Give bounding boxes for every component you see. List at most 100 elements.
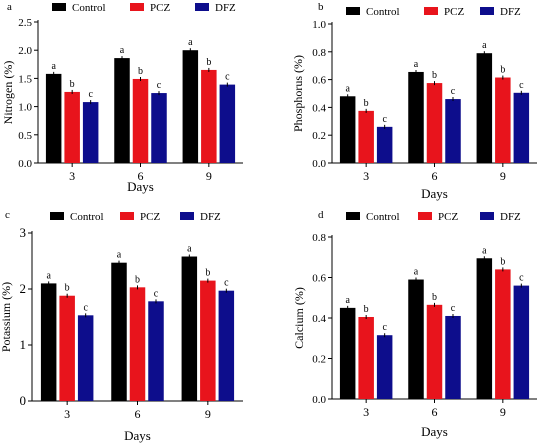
bar-dfz-day6 <box>445 99 461 163</box>
legend-swatch-dfz <box>480 212 494 220</box>
y-tick-label: 2.0 <box>18 45 32 57</box>
significance-letter: b <box>432 292 437 303</box>
significance-letter: c <box>224 278 229 289</box>
x-tick-label: 3 <box>64 407 70 421</box>
x-axis-title: Days <box>127 179 154 194</box>
panel-label: b <box>318 1 324 13</box>
bar-pcz-day6 <box>129 287 146 401</box>
panel-b: b Control PCZ DFZ 0.0 0.2 0.4 0.6 0.8 1.0 a b c 3 a b c 6… <box>291 1 537 201</box>
bar-pcz-day9 <box>495 77 511 163</box>
significance-letter: b <box>65 283 70 294</box>
y-tick-label: 0.4 <box>312 102 326 114</box>
bar-pcz-day3 <box>59 295 75 401</box>
significance-letter: a <box>188 37 193 48</box>
significance-letter: b <box>135 274 140 285</box>
bar-pcz-day9 <box>200 280 216 401</box>
y-tick-label: 2 <box>20 281 27 296</box>
x-tick-label: 9 <box>500 169 506 183</box>
bar-control-day9 <box>181 256 198 401</box>
significance-letter: a <box>482 245 487 256</box>
y-tick-label: 1 <box>20 337 27 352</box>
y-tick-label: 0.5 <box>18 130 32 142</box>
y-tick-label: 3 <box>20 225 27 240</box>
bar-control-day6 <box>111 262 127 401</box>
panel-d: d Control PCZ DFZ 0.0 0.2 0.4 0.6 0.8 a b c 3 a b c 6 a b c… <box>292 209 537 439</box>
legend-label-pcz: PCZ <box>140 211 160 223</box>
y-tick-label: 0.8 <box>312 232 326 244</box>
legend-label-dfz: DFZ <box>200 211 221 223</box>
legend-swatch-pcz <box>120 212 134 220</box>
bar-control-day6 <box>114 58 130 163</box>
significance-letter: c <box>225 72 230 83</box>
x-tick-label: 6 <box>135 407 141 421</box>
bar-control-day3 <box>45 73 62 163</box>
significance-letter: b <box>70 79 75 90</box>
significance-letter: a <box>345 295 350 306</box>
x-tick-label: 3 <box>363 169 369 183</box>
bar-control-day3 <box>339 96 356 163</box>
x-tick-label: 9 <box>206 169 212 183</box>
x-tick-label: 3 <box>69 169 75 183</box>
significance-letter: c <box>157 80 162 91</box>
bar-control-day3 <box>339 307 356 399</box>
x-tick-label: 6 <box>432 405 438 419</box>
significance-letter: c <box>154 288 159 299</box>
significance-letter: c <box>382 114 387 125</box>
significance-letter: c <box>382 322 387 333</box>
significance-letter: b <box>206 57 211 68</box>
legend-label-control: Control <box>72 2 106 14</box>
y-axis-title: Nitrogen (%) <box>1 61 15 125</box>
significance-letter: a <box>120 45 125 56</box>
bar-dfz-day3 <box>77 315 94 401</box>
significance-letter: a <box>414 267 419 278</box>
x-tick-label: 9 <box>500 405 506 419</box>
y-tick-label: 1.5 <box>18 73 32 85</box>
significance-letter: b <box>500 256 505 267</box>
x-tick-label: 3 <box>363 405 369 419</box>
legend-swatch-control <box>52 3 66 11</box>
significance-letter: c <box>83 302 88 313</box>
y-tick-label: 0.0 <box>18 158 32 170</box>
y-tick-label: 0.6 <box>312 273 326 285</box>
y-tick-label: 0.4 <box>312 313 326 325</box>
legend-swatch-dfz <box>180 212 194 220</box>
significance-letter: b <box>364 304 369 315</box>
significance-letter: c <box>451 86 456 97</box>
y-tick-label: 0.2 <box>312 130 326 142</box>
significance-letter: c <box>451 303 456 314</box>
y-axis-title: Calcium (%) <box>292 287 306 349</box>
significance-letter: a <box>482 40 487 51</box>
significance-letter: a <box>46 270 51 281</box>
significance-letter: b <box>138 66 143 77</box>
y-tick-label: 2.5 <box>18 17 32 29</box>
bar-pcz-day6 <box>132 78 149 163</box>
significance-letter: c <box>519 80 524 91</box>
y-tick-label: 0.0 <box>312 394 326 406</box>
bar-dfz-day6 <box>445 315 461 399</box>
panel-c: c Control PCZ DFZ0123abc3abc6abc9DaysPotass… <box>0 209 243 443</box>
bar-control-day9 <box>182 50 199 164</box>
bar-dfz-day9 <box>219 84 236 163</box>
bar-pcz-day3 <box>358 316 374 399</box>
significance-letter: b <box>432 70 437 81</box>
legend-label-pcz: PCZ <box>444 6 464 18</box>
legend-label-dfz: DFZ <box>500 211 521 223</box>
legend-swatch-control <box>346 212 360 220</box>
bar-control-day9 <box>476 258 493 399</box>
bar-dfz-day9 <box>513 285 530 399</box>
y-tick-label: 0.8 <box>312 47 326 59</box>
bar-pcz-day9 <box>495 269 511 399</box>
bar-control-day3 <box>40 283 57 401</box>
legend-label-pcz: PCZ <box>150 2 170 14</box>
bar-dfz-day3 <box>82 102 99 163</box>
x-tick-label: 6 <box>138 169 144 183</box>
legend-swatch-pcz <box>418 212 432 220</box>
bar-pcz-day6 <box>426 304 443 399</box>
bar-dfz-day9 <box>218 290 235 401</box>
bar-dfz-day6 <box>151 93 167 163</box>
y-axis-title: Potassium (%) <box>0 282 13 352</box>
y-tick-label: 0.6 <box>312 75 326 87</box>
bar-control-day6 <box>408 279 424 399</box>
significance-letter: a <box>187 244 192 255</box>
